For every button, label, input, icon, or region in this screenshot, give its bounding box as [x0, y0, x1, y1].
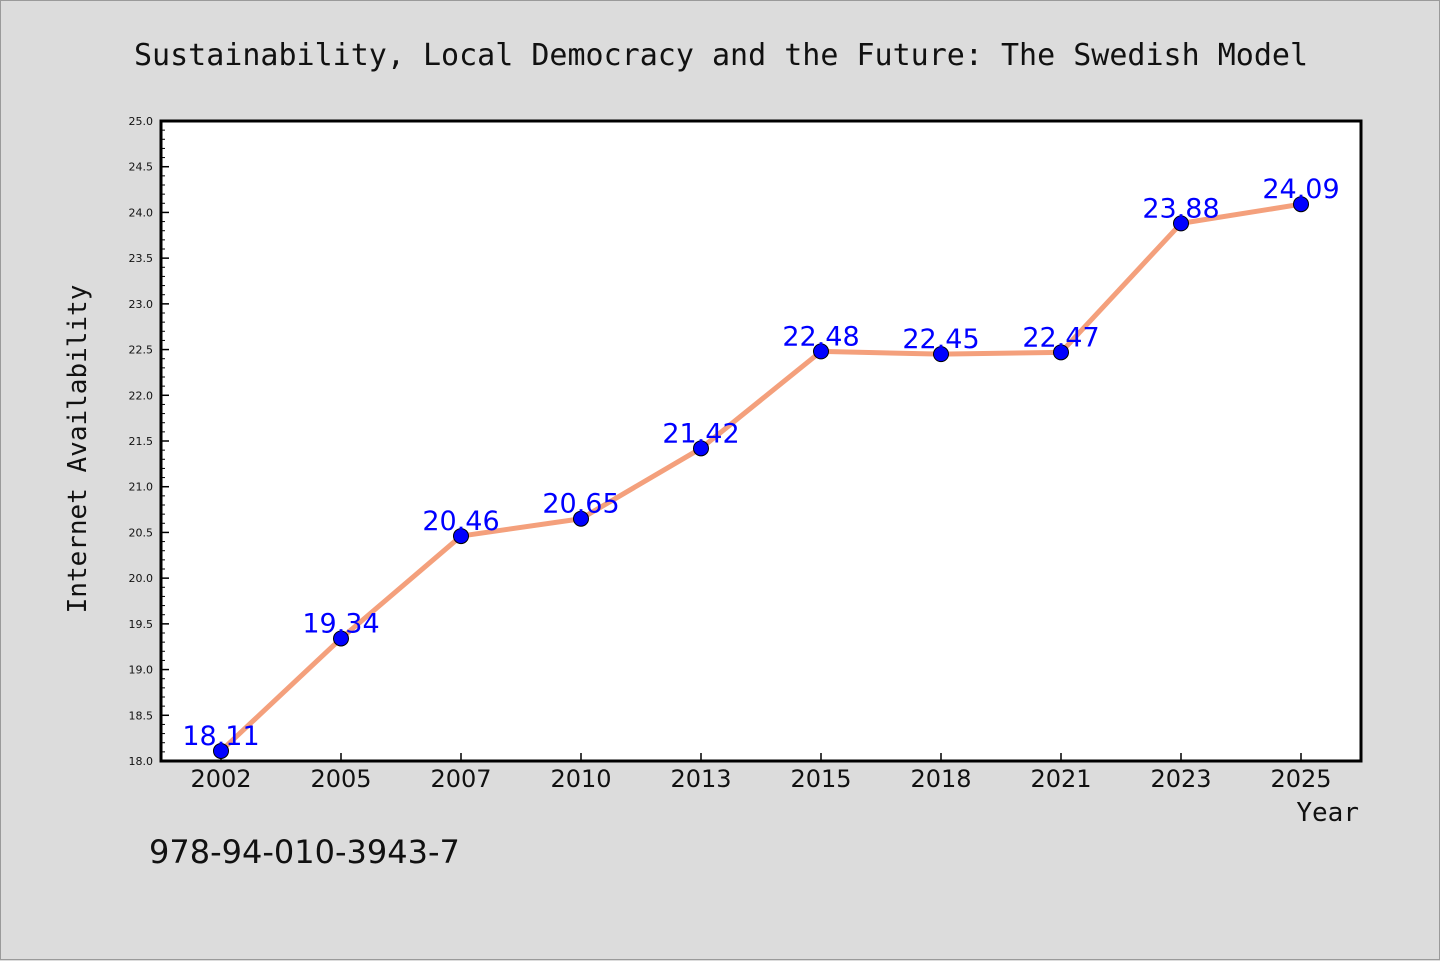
data-label: 23.88: [1142, 193, 1219, 224]
y-tick-label: 23.0: [129, 298, 154, 311]
x-tick-label: 2013: [670, 765, 731, 793]
series-line: [218, 201, 1304, 754]
data-point: [813, 343, 829, 360]
data-point: [453, 528, 469, 545]
chart-title: Sustainability, Local Democracy and the …: [134, 38, 1308, 73]
y-tick-label: 19.5: [129, 618, 154, 631]
x-tick-label: 2023: [1150, 765, 1211, 793]
x-tick-label: 2002: [190, 765, 251, 793]
y-tick-label: 21.0: [129, 481, 154, 494]
x-tick-label: 2010: [550, 765, 611, 793]
y-axis: 18.0 18.5 19.0 19.5 20.0 20.5 21.0 21.5 22.0 22.5…: [129, 115, 169, 768]
y-tick-label: 25.0: [129, 115, 154, 128]
y-tick-label: 24.5: [129, 161, 154, 174]
data-label: 22.47: [1022, 322, 1099, 353]
x-tick-label: 2025: [1270, 765, 1331, 793]
data-label: 20.46: [422, 506, 499, 537]
data-point: [213, 742, 229, 759]
data-point: [693, 440, 709, 457]
y-tick-label: 22.5: [129, 344, 154, 357]
y-tick-label: 21.5: [129, 435, 154, 448]
x-tick-label: 2018: [910, 765, 971, 793]
x-tick-label: 2005: [310, 765, 371, 793]
plot-area: [159, 119, 1363, 763]
data-label: 21.42: [662, 418, 739, 449]
data-point: [333, 630, 349, 647]
y-tick-label: 18.5: [129, 709, 154, 722]
data-label: 24.09: [1262, 174, 1339, 205]
data-point: [1173, 215, 1189, 232]
x-tick-label: 2021: [1030, 765, 1091, 793]
data-label: 19.34: [302, 608, 379, 639]
y-tick-label: 23.5: [129, 252, 154, 265]
x-tick-label: 2015: [790, 765, 851, 793]
data-point: [933, 346, 949, 363]
x-tick-label: 2007: [430, 765, 491, 793]
y-tick-label: 24.0: [129, 206, 154, 219]
data-label: 22.48: [782, 321, 859, 352]
y-tick-label: 20.0: [129, 572, 154, 585]
x-axis-label: Year: [1296, 798, 1359, 828]
data-label: 18.11: [182, 721, 259, 752]
series-internet-availability: 18.11 19.34 20.46 20.65 21.42 22.48 22.45 22.47…: [182, 174, 1340, 759]
data-point: [1293, 196, 1309, 213]
data-label: 22.45: [902, 324, 979, 355]
y-tick-label: 18.0: [129, 755, 154, 768]
isbn-text: 978-94-010-3943-7: [149, 833, 460, 871]
y-tick-label: 20.5: [129, 526, 154, 539]
y-axis-label: Internet Availability: [63, 285, 93, 614]
data-point: [1053, 344, 1069, 361]
x-axis: 2002 2005 2007 2010 2013 2015 2018 2021 2023 2025: [190, 753, 1332, 793]
y-tick-label: 19.0: [129, 664, 154, 677]
data-label: 20.65: [542, 489, 619, 520]
y-tick-label: 22.0: [129, 389, 154, 402]
data-point: [573, 510, 589, 527]
